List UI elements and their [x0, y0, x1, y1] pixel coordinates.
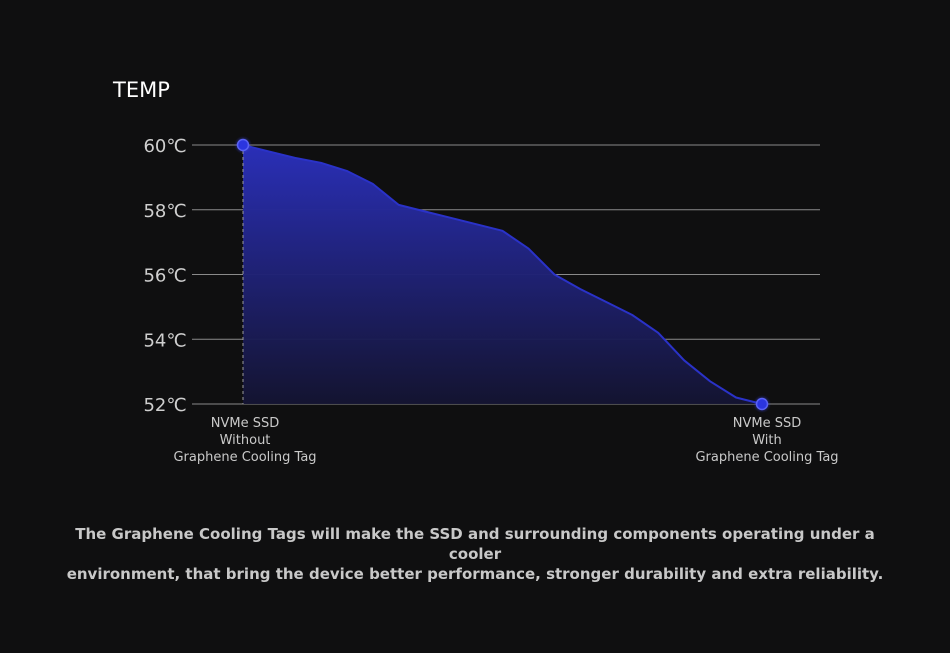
y-tick-label: 56℃ — [143, 266, 186, 287]
x-category-label-line: Graphene Cooling Tag — [695, 450, 838, 465]
x-category-label-line: With — [752, 433, 782, 448]
area-series — [242, 144, 763, 405]
temperature-chart: TEMP 60℃ 58℃ 56℃ 54℃ 52℃ NVMe SSD Without Grap… — [112, 78, 839, 465]
data-point-dot — [236, 138, 250, 152]
caption-line-1: The Graphene Cooling Tags will make the … — [75, 525, 875, 563]
data-markers — [234, 136, 771, 413]
y-tick-label: 54℃ — [143, 330, 186, 351]
y-tick-label: 60℃ — [143, 136, 186, 157]
x-category-label-line: NVMe SSD — [733, 416, 801, 431]
chart-caption: The Graphene Cooling Tags will make the … — [55, 524, 895, 584]
x-category-label: NVMe SSD Without Graphene Cooling Tag — [173, 416, 316, 465]
y-tick-labels: 60℃ 58℃ 56℃ 54℃ 52℃ — [143, 136, 186, 416]
data-point-dot — [755, 397, 769, 411]
x-category-label: NVMe SSD With Graphene Cooling Tag — [695, 416, 838, 465]
series-line — [242, 144, 763, 405]
x-category-label-line: NVMe SSD — [211, 416, 279, 431]
data-point — [753, 395, 771, 413]
x-category-label-line: Without — [220, 433, 271, 448]
y-axis-label: TEMP — [112, 78, 170, 102]
data-point — [234, 136, 252, 154]
x-category-labels: NVMe SSD Without Graphene Cooling TagNVMe … — [173, 416, 838, 465]
y-tick-label: 52℃ — [143, 395, 186, 416]
area-fill — [243, 145, 762, 404]
caption-line-2: environment, that bring the device bette… — [66, 565, 884, 583]
y-tick-label: 58℃ — [143, 201, 186, 222]
x-category-label-line: Graphene Cooling Tag — [173, 450, 316, 465]
